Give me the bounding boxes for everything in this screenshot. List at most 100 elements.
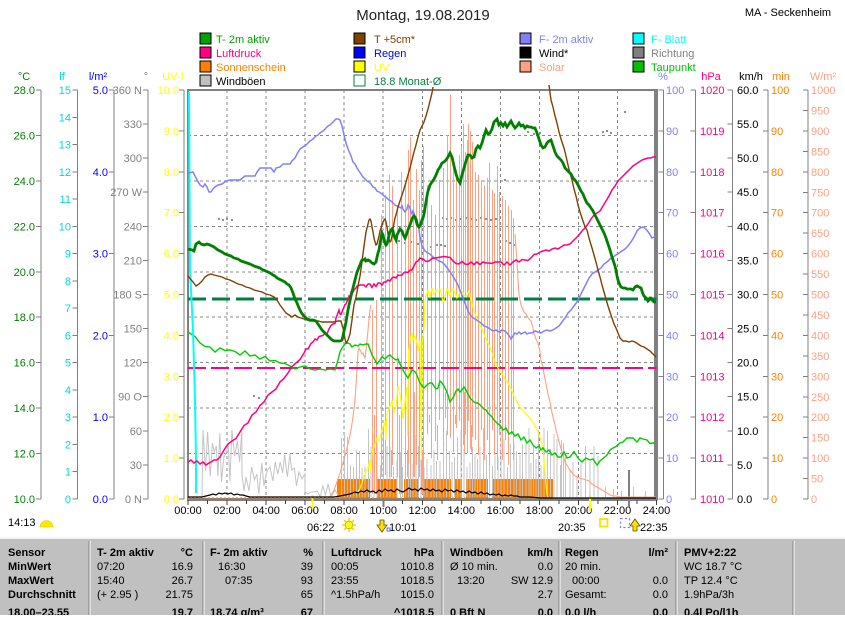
svg-text:50: 50: [771, 290, 783, 302]
svg-text:Ø 10 min.: Ø 10 min.: [450, 561, 498, 573]
svg-text:100: 100: [666, 85, 684, 97]
svg-text:700: 700: [811, 208, 829, 220]
svg-text:11: 11: [60, 194, 71, 206]
svg-text:18.74 g/m³: 18.74 g/m³: [210, 607, 264, 615]
svg-text:26.0: 26.0: [14, 130, 35, 142]
svg-text:950: 950: [811, 105, 829, 117]
svg-text:5.0: 5.0: [93, 85, 108, 97]
svg-text:23:55: 23:55: [331, 575, 359, 587]
svg-text:F- 2m aktiv: F- 2m aktiv: [210, 547, 268, 559]
svg-text:1.0: 1.0: [164, 453, 179, 465]
svg-text:50: 50: [811, 474, 823, 486]
svg-text:45.0: 45.0: [737, 187, 758, 199]
svg-text:^1.5hPa/h: ^1.5hPa/h: [331, 589, 380, 601]
svg-text:Montag, 19.08.2019: Montag, 19.08.2019: [356, 7, 489, 24]
svg-text:1011: 1011: [700, 453, 724, 465]
svg-text:1016: 1016: [700, 249, 724, 261]
svg-text:WC 18.7 °C: WC 18.7 °C: [684, 561, 742, 573]
svg-text:°C: °C: [181, 547, 193, 559]
svg-text:39: 39: [301, 561, 313, 573]
svg-text:90: 90: [771, 126, 783, 138]
svg-text:55.0: 55.0: [737, 119, 758, 131]
svg-text:Luftdruck: Luftdruck: [331, 547, 383, 559]
svg-text:60: 60: [666, 249, 678, 261]
svg-text:7: 7: [65, 303, 71, 315]
svg-text:07:35: 07:35: [225, 575, 253, 587]
svg-text:(+ 2.95 ): (+ 2.95 ): [97, 589, 138, 601]
svg-text:20: 20: [666, 412, 678, 424]
svg-text:30: 30: [130, 460, 142, 472]
svg-text:10.0: 10.0: [737, 426, 758, 438]
svg-text:750: 750: [811, 187, 829, 199]
svg-text:65: 65: [301, 589, 313, 601]
svg-text:900: 900: [811, 126, 829, 138]
svg-text:1018.5: 1018.5: [400, 575, 434, 587]
svg-text:80: 80: [666, 167, 678, 179]
svg-text:hPa: hPa: [701, 71, 721, 83]
svg-text:18:00: 18:00: [526, 505, 554, 517]
svg-text:10.0: 10.0: [14, 494, 35, 506]
svg-text:22:00: 22:00: [604, 505, 632, 517]
svg-text:300: 300: [124, 153, 142, 165]
svg-text:50: 50: [666, 290, 678, 302]
svg-text:SW 12.9: SW 12.9: [511, 575, 553, 587]
svg-text:60.0: 60.0: [737, 85, 758, 97]
svg-text:T +5cm*: T +5cm*: [374, 34, 416, 46]
svg-text:330: 330: [124, 119, 142, 131]
svg-text:00:05: 00:05: [331, 561, 359, 573]
svg-text:22:35: 22:35: [640, 522, 668, 534]
svg-text:06:00: 06:00: [291, 505, 319, 517]
svg-text:650: 650: [811, 228, 829, 240]
svg-text:1010.8: 1010.8: [400, 561, 434, 573]
svg-text:PMV+2:22: PMV+2:22: [684, 547, 736, 559]
svg-text:1015: 1015: [700, 290, 724, 302]
svg-text:18.0: 18.0: [14, 312, 35, 324]
svg-text:300: 300: [811, 371, 829, 383]
svg-text:3: 3: [65, 412, 71, 424]
svg-text:Sensor: Sensor: [8, 547, 46, 559]
svg-text:T- 2m aktiv: T- 2m aktiv: [97, 547, 155, 559]
svg-text:10:00: 10:00: [369, 505, 397, 517]
svg-text:%: %: [658, 71, 668, 83]
svg-text:min: min: [772, 71, 790, 83]
svg-text:W/m²: W/m²: [810, 71, 837, 83]
svg-text:20.0: 20.0: [14, 267, 35, 279]
svg-text:10.0: 10.0: [158, 85, 179, 97]
svg-text:500: 500: [811, 290, 829, 302]
svg-text:14: 14: [59, 112, 71, 124]
svg-text:2.7: 2.7: [538, 589, 553, 601]
svg-text:0.0: 0.0: [538, 607, 553, 615]
svg-text:04:00: 04:00: [252, 505, 280, 517]
svg-text:1014: 1014: [700, 330, 724, 342]
svg-text:0: 0: [811, 494, 817, 506]
svg-text:lf: lf: [59, 71, 65, 83]
svg-text:5: 5: [65, 358, 71, 370]
svg-text:3.0: 3.0: [164, 371, 179, 383]
svg-text:16:00: 16:00: [487, 505, 515, 517]
svg-text:10: 10: [666, 453, 678, 465]
svg-text:60: 60: [771, 249, 783, 261]
svg-text:UV: UV: [374, 62, 390, 74]
svg-text:15: 15: [59, 85, 71, 97]
svg-text:210: 210: [124, 255, 142, 267]
svg-text:40: 40: [666, 330, 678, 342]
svg-text:0.0: 0.0: [653, 589, 668, 601]
svg-text:9.0: 9.0: [164, 126, 179, 138]
svg-text:360 N: 360 N: [113, 85, 142, 97]
svg-text:Gesamt:: Gesamt:: [565, 589, 607, 601]
svg-text:70: 70: [666, 208, 678, 220]
svg-text:12.0: 12.0: [14, 449, 35, 461]
svg-text:0: 0: [771, 494, 777, 506]
svg-text:120: 120: [124, 358, 142, 370]
svg-text:4.0: 4.0: [164, 330, 179, 342]
svg-text:19.7: 19.7: [172, 607, 193, 615]
svg-text:2.0: 2.0: [164, 412, 179, 424]
svg-text:4.0: 4.0: [93, 167, 108, 179]
svg-text:1015.0: 1015.0: [400, 589, 434, 601]
svg-text:40: 40: [771, 330, 783, 342]
svg-text:Wind*: Wind*: [539, 48, 569, 60]
svg-text:250: 250: [811, 392, 829, 404]
svg-text:00:00: 00:00: [174, 505, 202, 517]
svg-text:30: 30: [771, 371, 783, 383]
svg-text:25.0: 25.0: [737, 324, 758, 336]
